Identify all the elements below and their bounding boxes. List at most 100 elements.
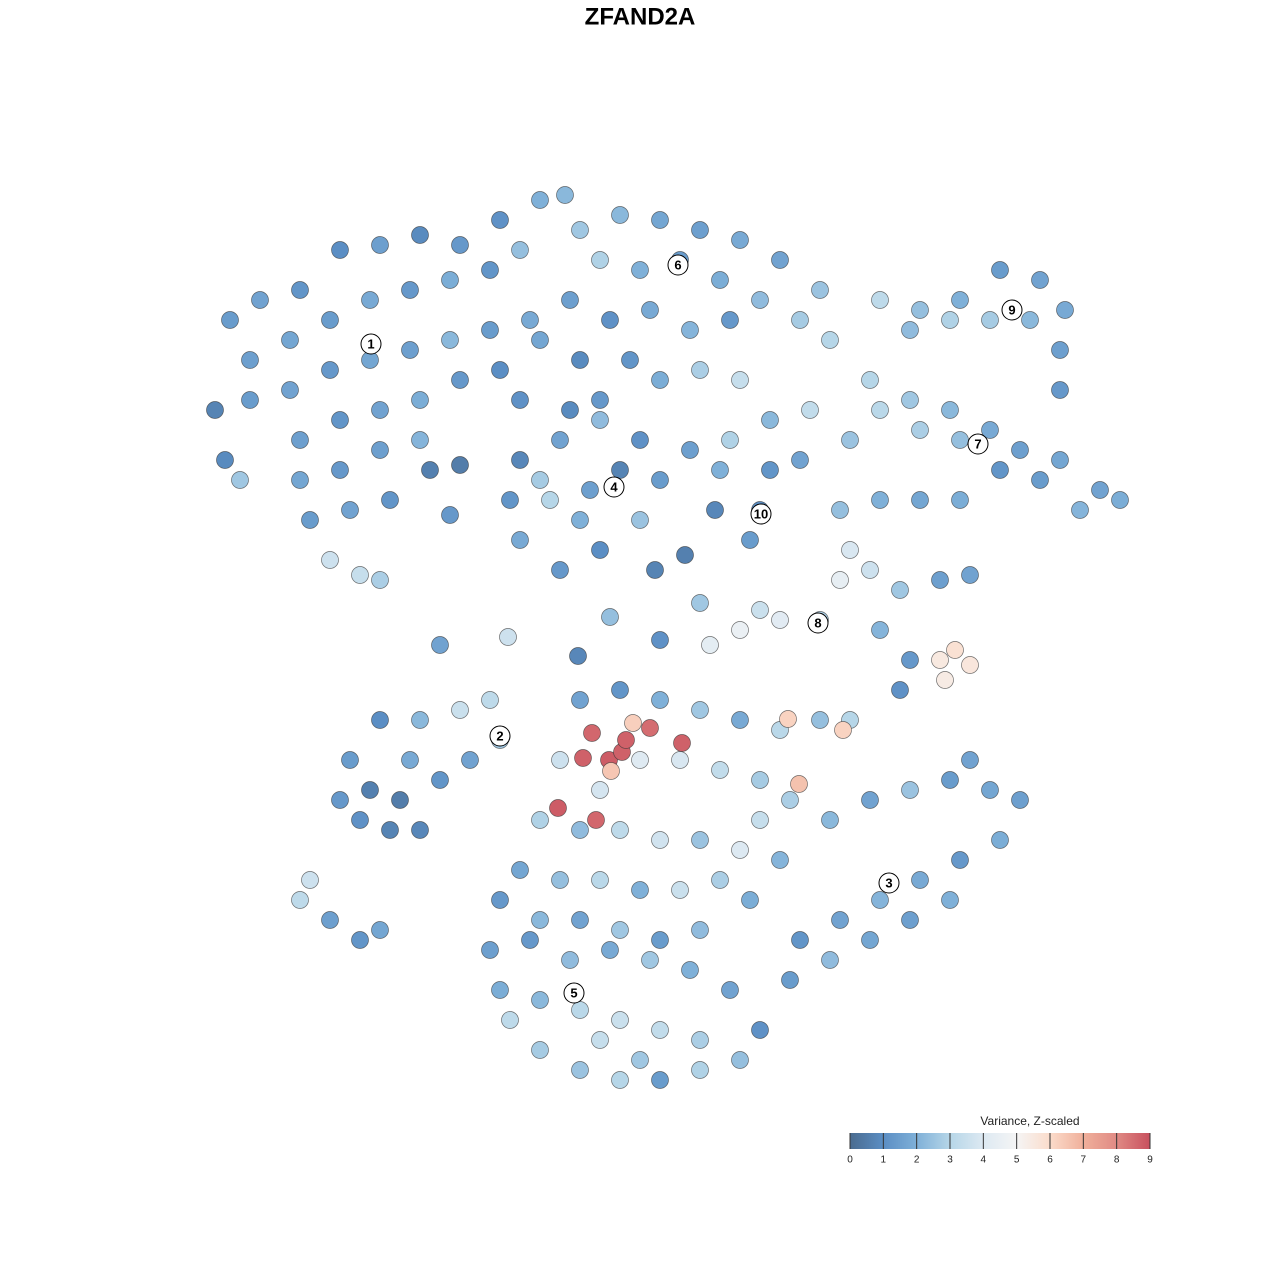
point <box>601 311 619 329</box>
point <box>291 471 309 489</box>
point <box>571 221 589 239</box>
point <box>521 311 539 329</box>
point <box>401 281 419 299</box>
point <box>391 791 409 809</box>
point <box>731 231 749 249</box>
point <box>871 401 889 419</box>
point <box>1031 271 1049 289</box>
point <box>651 471 669 489</box>
point <box>611 1011 629 1029</box>
point <box>371 441 389 459</box>
point <box>779 710 797 728</box>
point <box>871 621 889 639</box>
colorbar-tick-label: 6 <box>1047 1155 1053 1166</box>
colorbar-bar <box>850 1133 1150 1149</box>
point <box>861 791 879 809</box>
point <box>981 781 999 799</box>
point <box>1091 481 1109 499</box>
point <box>731 841 749 859</box>
point <box>781 791 799 809</box>
point <box>481 321 499 339</box>
point <box>631 881 649 899</box>
point <box>521 931 539 949</box>
point <box>431 771 449 789</box>
point <box>571 351 589 369</box>
point <box>691 221 709 239</box>
cluster-label-badge <box>878 872 900 894</box>
point <box>441 331 459 349</box>
point <box>571 1061 589 1079</box>
point <box>901 321 919 339</box>
point <box>761 461 779 479</box>
point <box>602 762 620 780</box>
point <box>941 401 959 419</box>
point <box>771 251 789 269</box>
point <box>601 608 619 626</box>
point <box>556 186 574 204</box>
point <box>511 531 529 549</box>
point <box>631 511 649 529</box>
point <box>790 775 808 793</box>
point <box>221 311 239 329</box>
point <box>411 226 429 244</box>
point <box>711 761 729 779</box>
point <box>351 811 369 829</box>
point <box>751 811 769 829</box>
point <box>411 391 429 409</box>
point <box>611 461 629 479</box>
point <box>911 301 929 319</box>
point <box>551 751 569 769</box>
point <box>771 611 789 629</box>
point <box>761 411 779 429</box>
point <box>801 401 819 419</box>
point <box>411 821 429 839</box>
colorbar-tick-label: 4 <box>981 1155 987 1166</box>
point <box>611 921 629 939</box>
point <box>587 811 605 829</box>
point <box>651 631 669 649</box>
point <box>531 1041 549 1059</box>
point <box>981 421 999 439</box>
cluster-label: 6 <box>674 257 681 272</box>
point <box>321 551 339 569</box>
point <box>511 861 529 879</box>
cluster-label: 7 <box>974 436 981 451</box>
cluster-label-badge <box>1001 299 1023 321</box>
point <box>941 771 959 789</box>
point <box>371 711 389 729</box>
point <box>681 321 699 339</box>
point <box>911 491 929 509</box>
point <box>351 566 369 584</box>
point <box>731 621 749 639</box>
point <box>961 656 979 674</box>
point <box>301 511 319 529</box>
colorbar-tick-label: 8 <box>1114 1155 1120 1166</box>
point <box>981 311 999 329</box>
point <box>1071 501 1089 519</box>
cluster-label-badge <box>603 476 625 498</box>
point <box>617 731 635 749</box>
point <box>491 981 509 999</box>
point <box>371 921 389 939</box>
point <box>583 724 601 742</box>
cluster-label-badge <box>563 982 585 1004</box>
point <box>861 561 879 579</box>
point <box>491 361 509 379</box>
point <box>451 701 469 719</box>
point <box>751 771 769 789</box>
colorbar: Variance, Z-scaled 0 1 2 3 4 5 6 7 8 9 <box>847 1114 1153 1165</box>
point <box>551 871 569 889</box>
point <box>911 421 929 439</box>
point <box>691 594 709 612</box>
point <box>511 391 529 409</box>
cluster-label: 4 <box>610 479 618 494</box>
point <box>931 651 949 669</box>
point <box>561 291 579 309</box>
point <box>721 311 739 329</box>
point <box>871 491 889 509</box>
point <box>569 647 587 665</box>
point <box>651 1071 669 1089</box>
point <box>321 911 339 929</box>
point <box>591 781 609 799</box>
